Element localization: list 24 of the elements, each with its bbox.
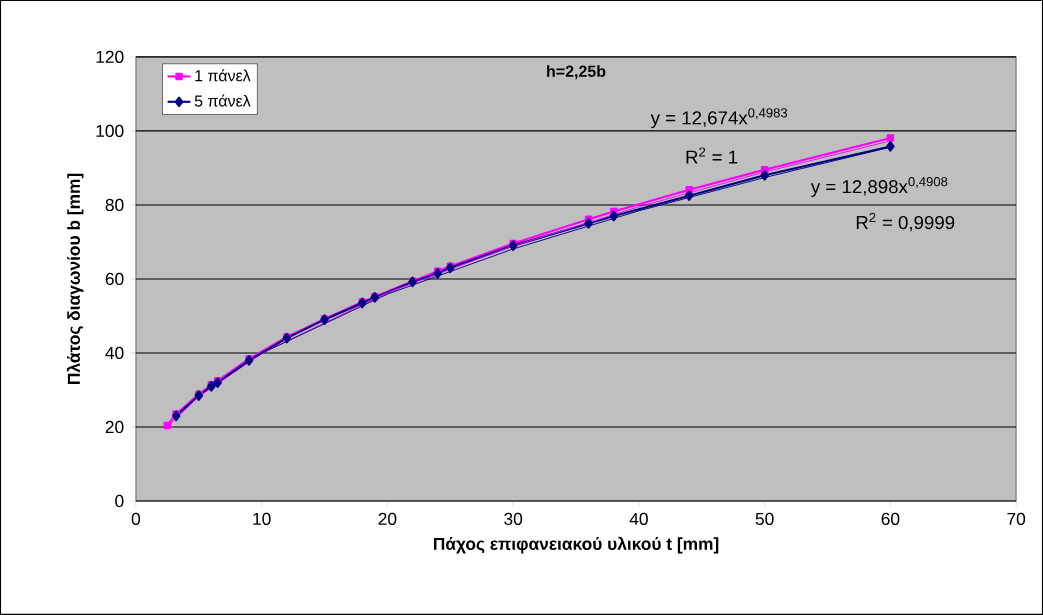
annotation: y = 12,674x$^{0,4983}$: [650, 108, 788, 129]
x-tick-label: 60: [881, 512, 900, 526]
y-tick-label: 100: [96, 124, 124, 138]
x-tick-label: 50: [755, 512, 774, 526]
x-tick-label: 0: [131, 512, 141, 526]
y-tick-label: 20: [105, 420, 124, 434]
y-tick-label: 60: [105, 272, 124, 286]
y-axis-title: Πλάτος διαγωνίου b [mm]: [66, 173, 84, 384]
annotation: R$^{2}$ = 0,9999: [856, 212, 955, 232]
legend-label: 1 πάνελ: [195, 69, 251, 82]
annotation: y = 12,898x$^{0,4908}$: [810, 177, 948, 198]
x-tick-label: 70: [1007, 512, 1026, 526]
x-tick-label: 20: [378, 512, 397, 526]
x-tick-label: 40: [629, 512, 648, 526]
y-tick-label: 80: [105, 198, 124, 212]
x-tick-label: 10: [253, 512, 271, 526]
y-tick-label: 40: [105, 346, 124, 360]
annotation: R$^{2}$ = 1: [686, 147, 738, 164]
chart-title: h=2,25b: [547, 65, 606, 80]
y-tick-label: 120: [96, 50, 124, 64]
x-tick-label: 30: [504, 512, 523, 526]
legend-label: 5 πάνελ: [194, 94, 251, 107]
x-axis-title: Πάχος επιφανειακού υλικού t [mm]: [433, 536, 719, 554]
y-tick-label: 0: [115, 494, 124, 508]
